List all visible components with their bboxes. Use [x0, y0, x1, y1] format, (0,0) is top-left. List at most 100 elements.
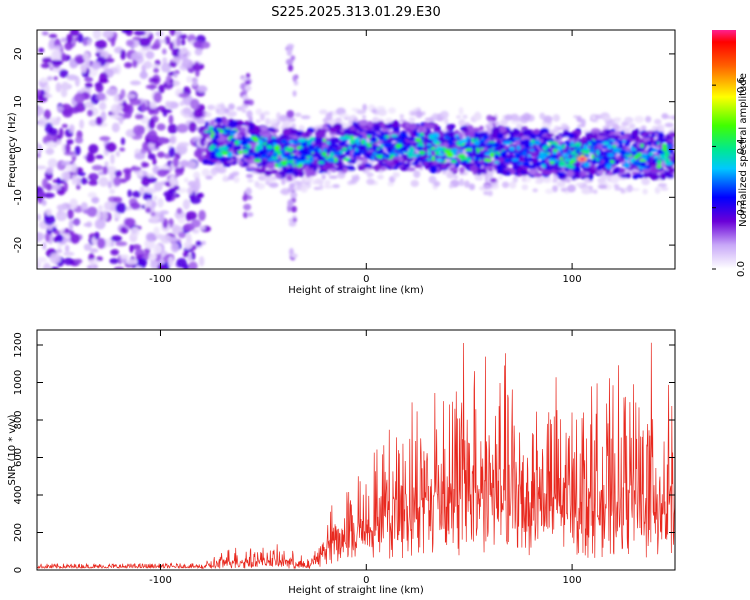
heatmap-cell: [98, 176, 109, 187]
heatmap-cell: [418, 150, 426, 155]
heatmap-cell: [94, 231, 100, 240]
heatmap-cell: [641, 132, 648, 137]
heatmap-cell: [202, 158, 210, 165]
heatmap-cell: [438, 130, 444, 135]
heatmap-cell: [254, 180, 260, 188]
heatmap-cell: [339, 136, 347, 141]
heatmap-cell: [250, 142, 257, 150]
heatmap-cell: [83, 243, 92, 251]
heatmap-cell: [588, 172, 594, 181]
heatmap-cell: [596, 170, 604, 176]
heatmap-cell: [56, 177, 62, 186]
heatmap-cell: [602, 125, 610, 130]
heatmap-cell: [66, 139, 74, 145]
heatmap-cell: [267, 162, 275, 170]
heatmap-cell: [472, 127, 481, 133]
heatmap-cell: [183, 177, 189, 183]
snr-x-ticks: -100 0 100: [149, 330, 582, 586]
heatmap-cell: [577, 124, 586, 128]
heatmap-cell: [198, 209, 206, 221]
heatmap-cell: [187, 186, 194, 195]
heatmap-cell: [533, 128, 541, 135]
heatmap-cell: [642, 188, 648, 195]
heatmap-cell: [278, 162, 282, 169]
heatmap-cell: [440, 164, 448, 169]
heatmap-cell: [648, 152, 654, 156]
heatmap-cell: [119, 147, 126, 152]
heatmap-cell: [194, 149, 203, 158]
heatmap-cell: [260, 159, 268, 167]
heatmap-cell: [86, 265, 92, 269]
heatmap-cell: [253, 158, 262, 163]
heatmap-cell: [589, 144, 595, 150]
heatmap-cell: [439, 136, 446, 144]
heatmap-cell: [150, 64, 160, 69]
heatmap-cell: [96, 256, 103, 262]
heatmap-cell: [286, 174, 294, 182]
heatmap-cell: [246, 212, 254, 217]
heatmap-cell: [240, 132, 247, 137]
heatmap-cell: [259, 113, 265, 121]
heatmap-cell: [245, 73, 251, 79]
heatmap-cell: [414, 159, 419, 165]
heatmap-cell: [297, 137, 306, 143]
heatmap-cell: [342, 147, 348, 152]
heatmap-cell: [71, 162, 78, 173]
heatmap-cell: [457, 153, 466, 157]
heatmap-cell: [446, 161, 451, 168]
heatmap-cell: [362, 157, 369, 164]
heatmap-cell: [210, 168, 218, 177]
heatmap-cell: [542, 169, 552, 176]
heatmap-cell: [407, 152, 414, 159]
heatmap-cell: [576, 115, 583, 123]
heatmap-cell: [484, 158, 492, 162]
heatmap-cell: [60, 88, 68, 98]
heatmap-cell: [659, 153, 666, 159]
heatmap-cell: [210, 119, 215, 126]
heatmap-cell: [286, 48, 293, 57]
heatmap-cell: [387, 122, 393, 126]
heatmap-cell: [97, 204, 103, 212]
heatmap-cell: [607, 152, 615, 158]
heatmap-cell: [278, 170, 287, 176]
heatmap-cell: [550, 154, 559, 159]
heatmap-cell: [192, 78, 198, 87]
heatmap-cell: [530, 141, 534, 147]
heatmap-cell: [422, 126, 427, 133]
heatmap-cell: [527, 154, 531, 158]
heatmap-cell: [182, 251, 190, 258]
heatmap-cell: [605, 163, 612, 170]
heatmap-cell: [436, 158, 444, 163]
heatmap-cell: [149, 216, 159, 223]
heatmap-cell: [619, 149, 627, 156]
heatmap-cell: [155, 31, 164, 37]
heatmap-cell: [245, 187, 252, 196]
heatmap-cell: [467, 143, 471, 147]
heatmap-cell: [157, 197, 164, 208]
heatmap-cell: [124, 170, 131, 181]
heatmap-cell: [157, 136, 167, 144]
heatmap-cell: [129, 98, 142, 106]
heatmap-cell: [99, 72, 108, 83]
heatmap-cell: [330, 147, 337, 152]
heatmap-cell: [458, 149, 464, 153]
heatmap-cell: [298, 156, 306, 162]
heatmap-cell: [654, 118, 662, 125]
heatmap-cell: [116, 104, 124, 111]
heatmap-cell: [169, 78, 174, 84]
x-tick-label: 0: [363, 274, 369, 285]
heatmap-cell: [392, 171, 397, 180]
spectrogram-y-axis-label: Frequency (Hz): [7, 112, 18, 188]
heatmap-cell: [546, 147, 551, 151]
heatmap-cell: [601, 145, 610, 149]
heatmap-cell: [169, 41, 174, 51]
heatmap-cell: [179, 160, 190, 168]
heatmap-cell: [45, 183, 53, 191]
snr-x-axis-label: Height of straight line (km): [288, 585, 424, 596]
heatmap-cell: [49, 252, 61, 264]
heatmap-cell: [476, 167, 482, 176]
heatmap-cell: [179, 101, 185, 107]
y-tick-label: 200: [13, 523, 24, 542]
heatmap-cell: [466, 157, 472, 163]
